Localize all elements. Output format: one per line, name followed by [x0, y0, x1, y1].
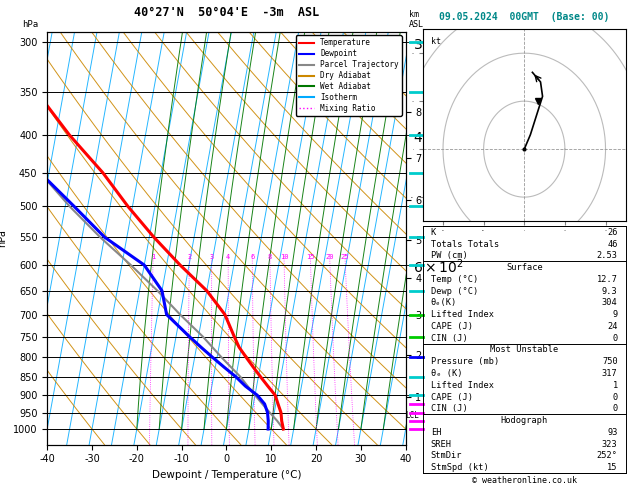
Text: 2.53: 2.53: [597, 251, 618, 260]
Text: Surface: Surface: [506, 263, 543, 272]
Text: 26: 26: [607, 228, 618, 237]
Text: 20: 20: [325, 254, 334, 260]
Text: 317: 317: [602, 369, 618, 378]
Text: 0: 0: [613, 393, 618, 401]
Text: Most Unstable: Most Unstable: [490, 346, 559, 354]
Text: km
ASL: km ASL: [409, 10, 424, 29]
Text: StmDir: StmDir: [431, 451, 462, 460]
Text: SREH: SREH: [431, 439, 452, 449]
Text: 4: 4: [226, 254, 230, 260]
Text: 9: 9: [613, 310, 618, 319]
Text: Lifted Index: Lifted Index: [431, 310, 494, 319]
Text: Temp (°C): Temp (°C): [431, 275, 478, 284]
Text: Totals Totals: Totals Totals: [431, 240, 499, 249]
Text: 15: 15: [306, 254, 314, 260]
Text: θₑ (K): θₑ (K): [431, 369, 462, 378]
Legend: Temperature, Dewpoint, Parcel Trajectory, Dry Adiabat, Wet Adiabat, Isotherm, Mi: Temperature, Dewpoint, Parcel Trajectory…: [296, 35, 402, 116]
Text: © weatheronline.co.uk: © weatheronline.co.uk: [472, 476, 577, 485]
Text: 10: 10: [280, 254, 288, 260]
Text: 252°: 252°: [597, 451, 618, 460]
Text: LCL: LCL: [406, 411, 420, 420]
Text: 1: 1: [151, 254, 155, 260]
Text: CAPE (J): CAPE (J): [431, 322, 473, 331]
Text: 09.05.2024  00GMT  (Base: 00): 09.05.2024 00GMT (Base: 00): [439, 12, 610, 22]
Text: 8: 8: [268, 254, 272, 260]
Text: PW (cm): PW (cm): [431, 251, 467, 260]
Text: 1: 1: [613, 381, 618, 390]
Text: EH: EH: [431, 428, 442, 437]
Text: Hodograph: Hodograph: [501, 416, 548, 425]
Text: θₑ(K): θₑ(K): [431, 298, 457, 308]
Text: hPa: hPa: [22, 20, 38, 29]
Text: 25: 25: [341, 254, 349, 260]
Text: 750: 750: [602, 357, 618, 366]
Text: Pressure (mb): Pressure (mb): [431, 357, 499, 366]
Text: 15: 15: [607, 463, 618, 472]
Text: 12.7: 12.7: [597, 275, 618, 284]
Text: 0: 0: [613, 404, 618, 413]
Text: 3: 3: [209, 254, 214, 260]
Text: K: K: [431, 228, 436, 237]
Text: 323: 323: [602, 439, 618, 449]
Text: Dewp (°C): Dewp (°C): [431, 287, 478, 295]
Text: 24: 24: [607, 322, 618, 331]
Text: kt: kt: [431, 36, 441, 46]
Text: 2: 2: [187, 254, 191, 260]
Text: 40°27'N  50°04'E  -3m  ASL: 40°27'N 50°04'E -3m ASL: [134, 6, 319, 19]
Y-axis label: hPa: hPa: [0, 229, 8, 247]
Text: 46: 46: [607, 240, 618, 249]
Text: 9.3: 9.3: [602, 287, 618, 295]
Text: 6: 6: [250, 254, 254, 260]
Text: 304: 304: [602, 298, 618, 308]
Text: CAPE (J): CAPE (J): [431, 393, 473, 401]
X-axis label: Dewpoint / Temperature (°C): Dewpoint / Temperature (°C): [152, 470, 301, 480]
Text: 93: 93: [607, 428, 618, 437]
Text: 0: 0: [613, 334, 618, 343]
Text: StmSpd (kt): StmSpd (kt): [431, 463, 489, 472]
Text: Lifted Index: Lifted Index: [431, 381, 494, 390]
Text: CIN (J): CIN (J): [431, 404, 467, 413]
Text: CIN (J): CIN (J): [431, 334, 467, 343]
